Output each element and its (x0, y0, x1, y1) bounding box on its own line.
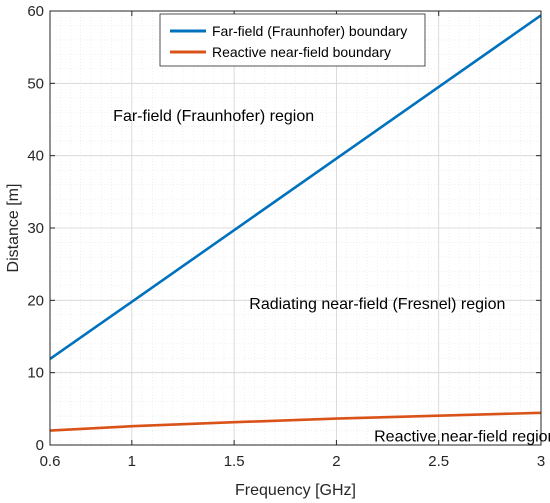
legend-label-far-field: Far-field (Fraunhofer) boundary (212, 23, 407, 39)
reactive-near-field-region-label: Reactive near-field region (374, 428, 550, 445)
y-axis-label: Distance [m] (5, 184, 22, 273)
series-layer (49, 14, 542, 432)
x-tick-label: 1.5 (224, 453, 245, 470)
y-tick-label: 10 (27, 365, 44, 382)
x-tick-label: 3 (537, 453, 545, 470)
y-tick-label: 40 (27, 148, 44, 165)
y-tick-label: 60 (27, 3, 44, 20)
series-line-reactive-near-field-boundary (49, 411, 542, 432)
legend-label-reactive: Reactive near-field boundary (212, 44, 391, 60)
x-tick-label: 0.6 (40, 453, 61, 470)
x-axis-label: Frequency [GHz] (235, 482, 356, 499)
legend: Far-field (Fraunhofer) boundary Reactive… (159, 13, 426, 67)
y-tick-label: 50 (27, 75, 44, 92)
series-line-far-field-boundary (49, 14, 542, 360)
radiating-near-field-region-label: Radiating near-field (Fresnel) region (249, 296, 505, 313)
y-tick-label: 0 (36, 437, 44, 454)
x-tick-label: 1 (128, 453, 136, 470)
x-tick-label: 2 (332, 453, 340, 470)
y-tick-label: 30 (27, 220, 44, 237)
y-tick-label: 20 (27, 292, 44, 309)
x-tick-label: 2.5 (428, 453, 449, 470)
legend-box (159, 13, 426, 67)
far-field-region-label: Far-field (Fraunhofer) region (113, 108, 314, 125)
